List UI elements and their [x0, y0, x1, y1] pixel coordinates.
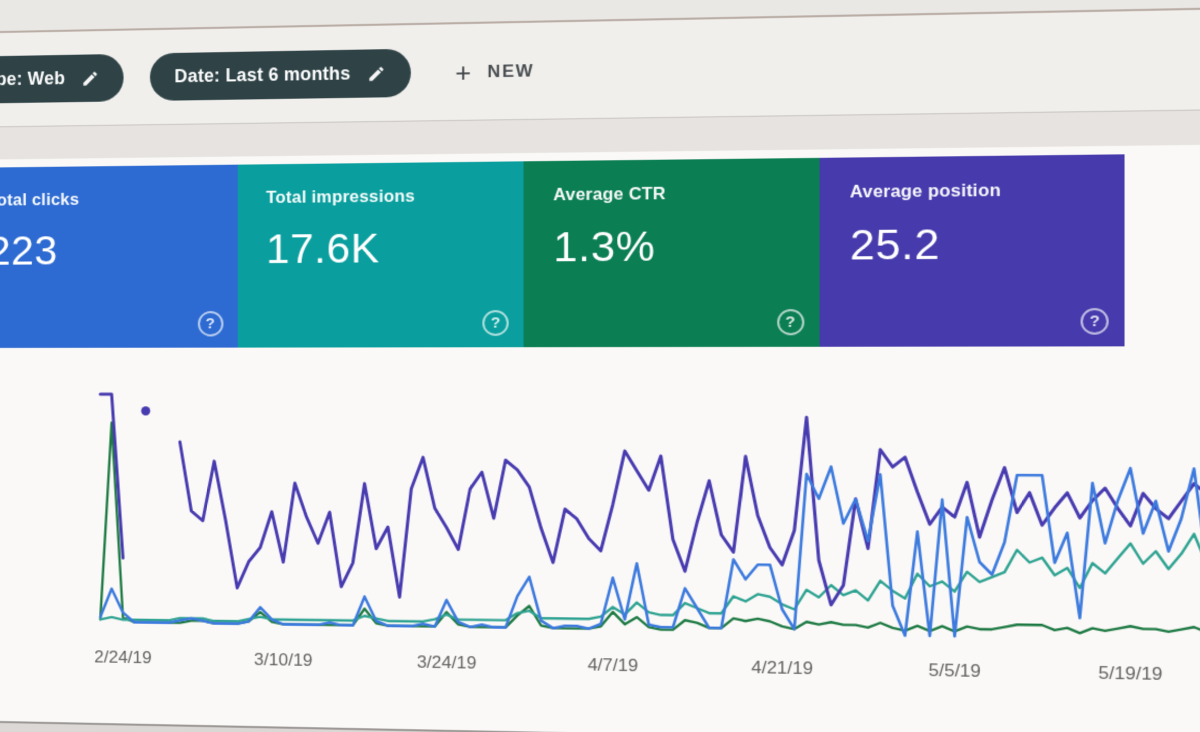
edit-pencil-icon[interactable] [81, 69, 99, 87]
x-axis-tick-label: 5/19/19 [1098, 663, 1162, 684]
new-filter-button[interactable]: + NEW [455, 56, 535, 88]
metric-card-total-clicks[interactable]: Total clicks 223 ? [0, 164, 238, 348]
x-axis-tick-label: 4/7/19 [588, 655, 639, 676]
filter-toolbar: type: Web Date: Last 6 months + NEW La [0, 5, 1200, 128]
x-axis-tick-label: 4/21/19 [751, 657, 813, 678]
performance-line-chart: 2/24/19 3/10/19 3/24/19 4/7/19 4/21/19 5/5/19… [94, 357, 1200, 684]
metric-value: 25.2 [849, 219, 941, 269]
metric-value: 223 [0, 227, 58, 274]
filter-chip-label: Date: Last 6 months [174, 63, 351, 87]
x-axis-tick-label: 3/24/19 [417, 652, 477, 673]
help-icon[interactable]: ? [776, 309, 804, 336]
metric-label: Total clicks [0, 190, 80, 210]
performance-panel: Total clicks 223 ? Total impressions 17.… [0, 142, 1200, 732]
metric-card-average-position[interactable]: Average position 25.2 ? [819, 154, 1125, 347]
help-icon[interactable]: ? [1080, 308, 1109, 335]
metric-cards-row: Total clicks 223 ? Total impressions 17.… [0, 154, 1125, 348]
x-axis-tick-label: 3/10/19 [254, 650, 312, 670]
filter-chip-label: type: Web [0, 68, 66, 90]
x-axis-tick-label: 5/5/19 [928, 660, 980, 681]
filter-chip-search-type[interactable]: type: Web [0, 53, 124, 104]
help-icon[interactable]: ? [482, 310, 509, 336]
new-filter-label: NEW [487, 60, 535, 81]
metric-label: Total impressions [266, 187, 415, 208]
edit-pencil-icon[interactable] [367, 64, 386, 83]
metric-card-average-ctr[interactable]: Average CTR 1.3% ? [523, 157, 820, 348]
filter-chip-date-range[interactable]: Date: Last 6 months [150, 48, 412, 101]
impressions-line [100, 394, 123, 558]
help-icon[interactable]: ? [197, 311, 223, 337]
metric-value: 17.6K [266, 224, 380, 273]
performance-chart: 2/24/19 3/10/19 3/24/19 4/7/19 4/21/19 5/5/19… [0, 357, 1200, 720]
clicks-line [100, 411, 1200, 642]
x-axis-tick-label: 2/24/19 [94, 647, 151, 667]
impressions-point [141, 406, 151, 416]
metric-value: 1.3% [553, 222, 656, 271]
metric-label: Average position [849, 181, 1001, 202]
metric-label: Average CTR [553, 184, 666, 205]
plus-icon: + [455, 56, 473, 88]
metric-card-total-impressions[interactable]: Total impressions 17.6K ? [237, 161, 524, 348]
